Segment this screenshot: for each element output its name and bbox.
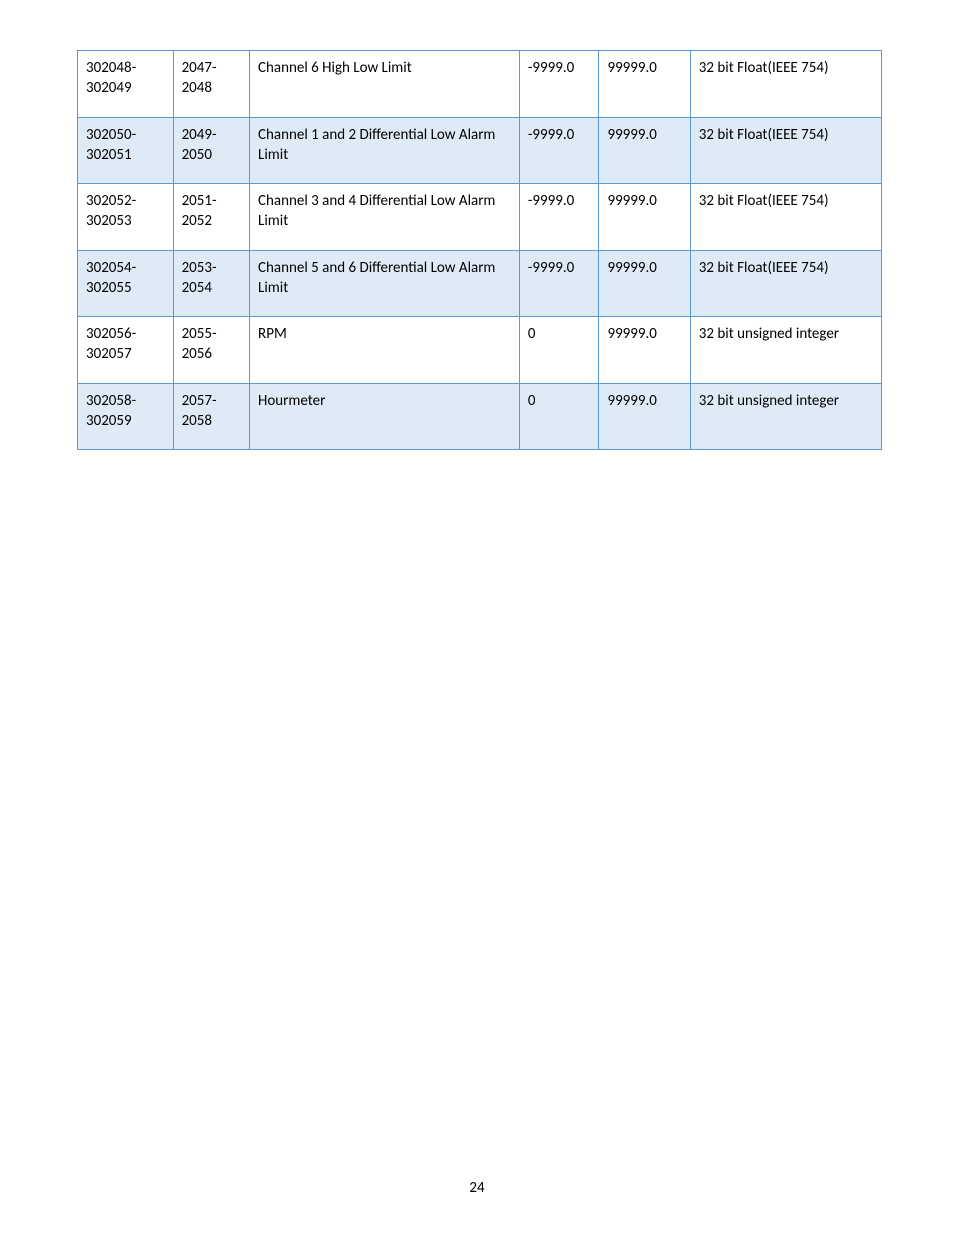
cell-min: 0 [519, 317, 599, 384]
cell-address: 302056-302057 [78, 317, 174, 384]
cell-register: 2055-2056 [173, 317, 249, 384]
cell-min: 0 [519, 383, 599, 450]
cell-max: 99999.0 [599, 184, 690, 251]
cell-address: 302048-302049 [78, 51, 174, 118]
page-number: 24 [0, 1179, 954, 1197]
cell-address: 302058-302059 [78, 383, 174, 450]
cell-desc: Hourmeter [250, 383, 520, 450]
cell-max: 99999.0 [599, 117, 690, 184]
cell-max: 99999.0 [599, 51, 690, 118]
table-row: 302058-302059 2057-2058 Hourmeter 0 9999… [78, 383, 882, 450]
cell-register: 2047-2048 [173, 51, 249, 118]
cell-desc: Channel 5 and 6 Differential Low Alarm L… [250, 250, 520, 317]
cell-type: 32 bit unsigned integer [690, 317, 881, 384]
cell-min: -9999.0 [519, 184, 599, 251]
table-row: 302052-302053 2051-2052 Channel 3 and 4 … [78, 184, 882, 251]
cell-min: -9999.0 [519, 250, 599, 317]
cell-desc: RPM [250, 317, 520, 384]
cell-desc: Channel 1 and 2 Differential Low Alarm L… [250, 117, 520, 184]
cell-type: 32 bit Float(IEEE 754) [690, 250, 881, 317]
cell-max: 99999.0 [599, 250, 690, 317]
cell-address: 302054-302055 [78, 250, 174, 317]
cell-min: -9999.0 [519, 117, 599, 184]
cell-min: -9999.0 [519, 51, 599, 118]
cell-type: 32 bit unsigned integer [690, 383, 881, 450]
cell-register: 2053-2054 [173, 250, 249, 317]
page: 302048-302049 2047-2048 Channel 6 High L… [0, 0, 954, 1235]
table-row: 302048-302049 2047-2048 Channel 6 High L… [78, 51, 882, 118]
cell-desc: Channel 3 and 4 Differential Low Alarm L… [250, 184, 520, 251]
register-table: 302048-302049 2047-2048 Channel 6 High L… [77, 50, 882, 450]
cell-register: 2051-2052 [173, 184, 249, 251]
table-row: 302056-302057 2055-2056 RPM 0 99999.0 32… [78, 317, 882, 384]
cell-max: 99999.0 [599, 317, 690, 384]
cell-max: 99999.0 [599, 383, 690, 450]
cell-register: 2057-2058 [173, 383, 249, 450]
cell-address: 302052-302053 [78, 184, 174, 251]
table-row: 302054-302055 2053-2054 Channel 5 and 6 … [78, 250, 882, 317]
cell-register: 2049-2050 [173, 117, 249, 184]
cell-type: 32 bit Float(IEEE 754) [690, 51, 881, 118]
cell-type: 32 bit Float(IEEE 754) [690, 184, 881, 251]
cell-desc: Channel 6 High Low Limit [250, 51, 520, 118]
table-row: 302050-302051 2049-2050 Channel 1 and 2 … [78, 117, 882, 184]
cell-type: 32 bit Float(IEEE 754) [690, 117, 881, 184]
cell-address: 302050-302051 [78, 117, 174, 184]
